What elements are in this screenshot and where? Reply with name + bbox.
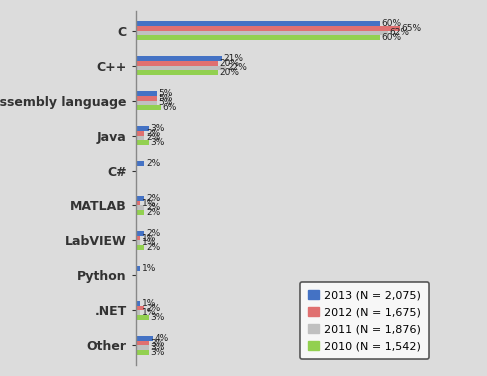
Text: 2%: 2% [146, 159, 160, 168]
Text: 60%: 60% [381, 33, 402, 42]
Text: 3%: 3% [150, 348, 165, 357]
Bar [136, 35, 380, 39]
Text: 2%: 2% [146, 243, 160, 252]
Bar [136, 140, 149, 145]
Bar [136, 126, 149, 131]
Bar [136, 61, 218, 65]
Text: 60%: 60% [381, 19, 402, 28]
Text: 3%: 3% [150, 343, 165, 352]
Text: 1%: 1% [142, 199, 156, 208]
Text: 2%: 2% [146, 203, 160, 212]
Text: 65%: 65% [402, 24, 422, 33]
Text: 6%: 6% [162, 103, 177, 112]
Bar [136, 266, 140, 271]
Text: 2%: 2% [146, 229, 160, 238]
Legend: 2013 (N = 2,075), 2012 (N = 1,675), 2011 (N = 1,876), 2010 (N = 1,542): 2013 (N = 2,075), 2012 (N = 1,675), 2011… [300, 282, 429, 359]
Bar [136, 65, 225, 70]
Text: 5%: 5% [158, 94, 173, 103]
Text: 1%: 1% [142, 264, 156, 273]
Text: 20%: 20% [219, 68, 239, 77]
Bar [136, 241, 140, 245]
Bar [136, 341, 149, 346]
Text: 2%: 2% [146, 304, 160, 313]
Bar [136, 91, 157, 96]
Text: 3%: 3% [150, 339, 165, 348]
Text: 5%: 5% [158, 98, 173, 107]
Bar [136, 350, 149, 355]
Bar [136, 161, 145, 166]
Text: 3%: 3% [150, 313, 165, 322]
Bar [136, 26, 400, 30]
Text: 2%: 2% [146, 194, 160, 203]
Bar [136, 105, 161, 110]
Bar [136, 70, 218, 74]
Bar [136, 196, 145, 201]
Bar [136, 30, 388, 35]
Text: 21%: 21% [223, 54, 243, 63]
Bar [136, 131, 145, 135]
Text: 1%: 1% [142, 299, 156, 308]
Bar [136, 311, 140, 315]
Bar [136, 100, 157, 105]
Text: 1%: 1% [142, 238, 156, 247]
Text: 1%: 1% [142, 308, 156, 317]
Text: 62%: 62% [390, 28, 410, 37]
Text: 5%: 5% [158, 89, 173, 98]
Bar [136, 206, 145, 210]
Bar [136, 21, 380, 26]
Bar [136, 346, 149, 350]
Text: 2%: 2% [146, 129, 160, 138]
Bar [136, 306, 145, 311]
Bar [136, 210, 145, 215]
Bar [136, 56, 222, 61]
Bar [136, 201, 140, 206]
Bar [136, 245, 145, 250]
Bar [136, 315, 149, 320]
Bar [136, 302, 140, 306]
Text: 22%: 22% [227, 63, 247, 72]
Text: 2%: 2% [146, 133, 160, 142]
Bar [136, 96, 157, 100]
Text: 1%: 1% [142, 234, 156, 243]
Text: 20%: 20% [219, 59, 239, 68]
Text: 4%: 4% [154, 334, 169, 343]
Text: 3%: 3% [150, 124, 165, 133]
Bar [136, 337, 152, 341]
Text: 3%: 3% [150, 138, 165, 147]
Bar [136, 231, 145, 236]
Text: 2%: 2% [146, 208, 160, 217]
Bar [136, 236, 140, 241]
Bar [136, 135, 145, 140]
